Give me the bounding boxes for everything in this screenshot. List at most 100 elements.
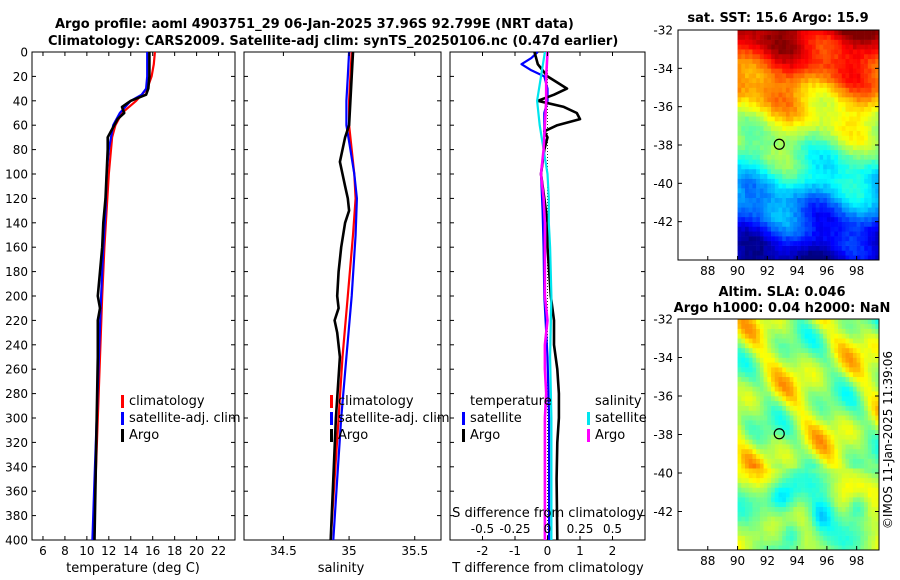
map-cell bbox=[808, 30, 813, 36]
map-cell bbox=[797, 87, 802, 93]
map-cell bbox=[793, 381, 798, 387]
map-cell bbox=[797, 530, 802, 536]
map-cell bbox=[797, 44, 802, 50]
map-cell bbox=[767, 87, 772, 93]
map-cell bbox=[815, 49, 820, 55]
map-cell bbox=[737, 145, 742, 151]
map-cell bbox=[737, 53, 742, 60]
map-cell bbox=[860, 44, 865, 50]
map-cell bbox=[774, 250, 779, 256]
map-cell bbox=[789, 39, 794, 45]
map-cell bbox=[789, 333, 794, 339]
map-cell bbox=[815, 530, 820, 536]
map-cell bbox=[852, 525, 857, 532]
map-cell bbox=[763, 521, 768, 527]
map-cell bbox=[871, 420, 876, 426]
map-cell bbox=[841, 463, 846, 469]
map-cell bbox=[823, 400, 828, 406]
map-cell bbox=[782, 386, 787, 392]
map-cell bbox=[793, 453, 798, 459]
map-cell bbox=[808, 197, 813, 203]
map-cell bbox=[838, 323, 843, 329]
map-cell bbox=[778, 188, 783, 194]
map-cell bbox=[778, 125, 783, 131]
map-cell bbox=[860, 159, 865, 165]
map-cell bbox=[759, 444, 764, 450]
map-cell bbox=[849, 540, 854, 546]
map-cell bbox=[849, 101, 854, 107]
depth-tick-label: 220 bbox=[5, 314, 28, 328]
map-cell bbox=[782, 154, 787, 160]
map-cell bbox=[763, 347, 768, 353]
map-cell bbox=[871, 396, 876, 402]
map-cell bbox=[864, 121, 869, 127]
map-cell bbox=[867, 396, 872, 402]
map-cell bbox=[797, 49, 802, 55]
map-cell bbox=[752, 73, 757, 79]
map-cell bbox=[871, 371, 876, 378]
legend-label-t-argo: Argo bbox=[470, 428, 500, 443]
map-cell bbox=[867, 448, 872, 455]
map-cell bbox=[867, 178, 872, 184]
map-cell bbox=[808, 391, 813, 397]
map-cell bbox=[741, 367, 746, 373]
map-cell bbox=[785, 202, 790, 208]
map-cell bbox=[841, 371, 846, 378]
map-cell bbox=[785, 415, 790, 421]
map-cell bbox=[797, 405, 802, 411]
map-cell bbox=[852, 453, 857, 459]
map-cell bbox=[856, 420, 861, 426]
map-cell bbox=[845, 458, 850, 464]
map-cell bbox=[841, 530, 846, 536]
map-cell bbox=[819, 376, 824, 382]
map-cell bbox=[748, 250, 753, 256]
map-cell bbox=[875, 352, 880, 358]
map-cell bbox=[826, 410, 831, 416]
map-cell bbox=[867, 516, 872, 522]
map-cell bbox=[789, 420, 794, 426]
map-cell bbox=[841, 492, 846, 498]
map-cell bbox=[797, 333, 802, 339]
map-cell bbox=[864, 87, 869, 93]
map-cell bbox=[871, 448, 876, 455]
map-cell bbox=[875, 525, 880, 532]
map-cell bbox=[771, 183, 776, 189]
map-cell bbox=[789, 396, 794, 402]
map-cell bbox=[875, 545, 880, 551]
map-cell bbox=[741, 357, 746, 363]
map-cell bbox=[808, 140, 813, 146]
map-cell bbox=[748, 468, 753, 474]
map-cell bbox=[741, 221, 746, 227]
map-cell bbox=[856, 468, 861, 474]
map-cell bbox=[778, 145, 783, 151]
map-cell bbox=[774, 410, 779, 416]
map-cell bbox=[841, 386, 846, 392]
map-cell bbox=[793, 525, 798, 532]
map-cell bbox=[785, 501, 790, 507]
map-cell bbox=[841, 468, 846, 474]
map-cell bbox=[789, 221, 794, 227]
map-cell bbox=[826, 376, 831, 382]
map-cell bbox=[763, 68, 768, 74]
map-cell bbox=[800, 97, 805, 103]
map-cell bbox=[789, 236, 794, 242]
map-cell bbox=[763, 362, 768, 368]
map-cell bbox=[841, 82, 846, 88]
map-cell bbox=[808, 458, 813, 464]
map-cell bbox=[748, 58, 753, 64]
map-cell bbox=[748, 501, 753, 507]
map-cell bbox=[759, 236, 764, 242]
map-cell bbox=[845, 319, 850, 325]
map-cell bbox=[767, 525, 772, 532]
map-cell bbox=[793, 420, 798, 426]
map-cell bbox=[852, 367, 857, 373]
map-cell bbox=[849, 458, 854, 464]
map-cell bbox=[793, 154, 798, 160]
map-cell bbox=[800, 116, 805, 122]
map-cell bbox=[745, 140, 750, 146]
map-cell bbox=[741, 501, 746, 507]
map-cell bbox=[745, 453, 750, 459]
map-cell bbox=[834, 226, 839, 232]
map-cell bbox=[849, 367, 854, 373]
map-cell bbox=[812, 347, 817, 353]
